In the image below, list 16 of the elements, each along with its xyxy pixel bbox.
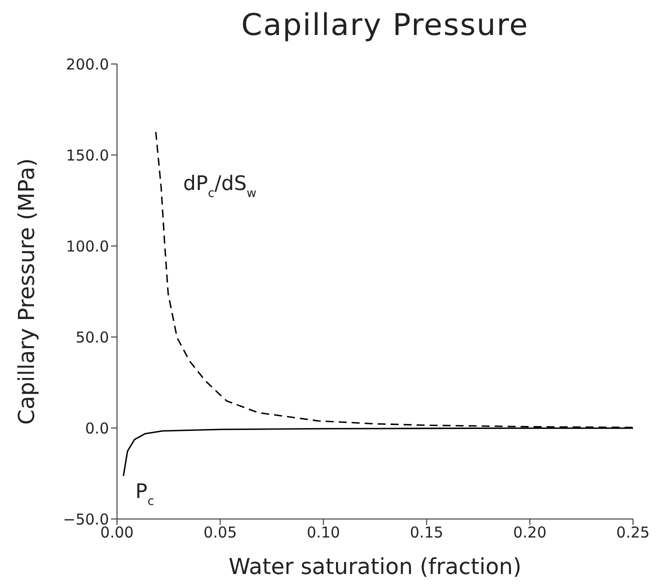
y-tick-label: 0.0 [85, 419, 109, 438]
x-axis-title: Water saturation (fraction) [228, 555, 522, 580]
y-tick-label: 50.0 [76, 328, 109, 346]
x-tick-label: 0.25 [616, 524, 650, 542]
x-tick-label: 0.10 [306, 524, 340, 542]
y-axis-title: Capillary Pressure (MPa) [14, 158, 40, 425]
y-tick-label: 200.0 [66, 55, 109, 74]
y-tick-label: 100.0 [66, 237, 109, 256]
series-label: P$_{c}$ [135, 479, 154, 508]
x-tick-label: 0.00 [100, 524, 134, 542]
y-tick-label: 150.0 [66, 146, 109, 164]
x-tick-label: 0.20 [513, 524, 547, 542]
x-tick-label: 0.05 [203, 524, 237, 542]
x-tick-label: 0.15 [410, 524, 444, 542]
chart-title: Capillary Pressure [240, 8, 530, 43]
series-label: dP$_{c}$/dS$_{w}$ [183, 170, 257, 200]
